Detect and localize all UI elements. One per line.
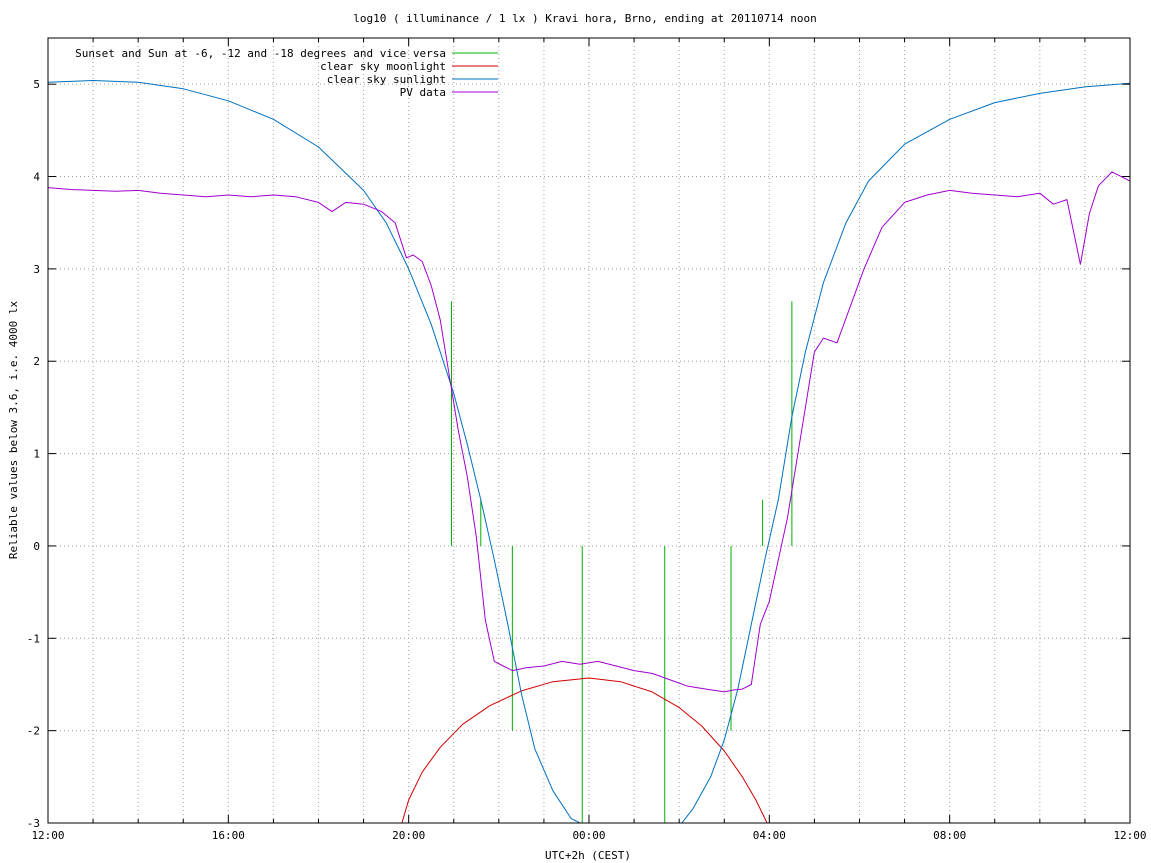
y-tick-label: 5 bbox=[33, 78, 40, 91]
legend-label: clear sky moonlight bbox=[320, 60, 446, 73]
y-tick-label: 3 bbox=[33, 263, 40, 276]
grid bbox=[48, 38, 1130, 823]
series-3 bbox=[48, 171, 1130, 693]
plot-area bbox=[48, 80, 1130, 823]
series-line bbox=[48, 171, 1130, 693]
y-tick-label: -3 bbox=[27, 817, 40, 830]
x-tick-label: 00:00 bbox=[572, 829, 605, 842]
legend-label: PV data bbox=[400, 86, 446, 99]
x-tick-label: 12:00 bbox=[31, 829, 64, 842]
y-tick-label: 1 bbox=[33, 448, 40, 461]
x-axis-label: UTC+2h (CEST) bbox=[545, 849, 631, 862]
x-tick-label: 12:00 bbox=[1113, 829, 1146, 842]
series-1 bbox=[401, 677, 768, 823]
y-tick-label: 4 bbox=[33, 171, 40, 184]
y-tick-label: 0 bbox=[33, 540, 40, 553]
series-0 bbox=[450, 301, 793, 823]
y-tick-label: -2 bbox=[27, 725, 40, 738]
x-tick-label: 16:00 bbox=[212, 829, 245, 842]
y-tick-label: 2 bbox=[33, 355, 40, 368]
x-tick-label: 04:00 bbox=[753, 829, 786, 842]
x-tick-label: 20:00 bbox=[392, 829, 425, 842]
legend: Sunset and Sun at -6, -12 and -18 degree… bbox=[75, 47, 498, 99]
y-tick-label: -1 bbox=[27, 632, 40, 645]
legend-label: clear sky sunlight bbox=[327, 73, 446, 86]
series-2 bbox=[48, 80, 1130, 823]
series-line bbox=[48, 80, 1130, 823]
x-tick-label: 08:00 bbox=[933, 829, 966, 842]
series-line bbox=[401, 677, 768, 823]
axes: 12:00 16:00 20:00 00:00 04:00 08:00 12:00-3-2-… bbox=[27, 38, 1147, 842]
chart-title: log10 ( illuminance / 1 lx ) Kravi hora,… bbox=[353, 12, 817, 25]
y-axis-label: Reliable values below 3.6, i.e. 4000 lx bbox=[7, 300, 20, 559]
legend-label: Sunset and Sun at -6, -12 and -18 degree… bbox=[75, 47, 446, 60]
